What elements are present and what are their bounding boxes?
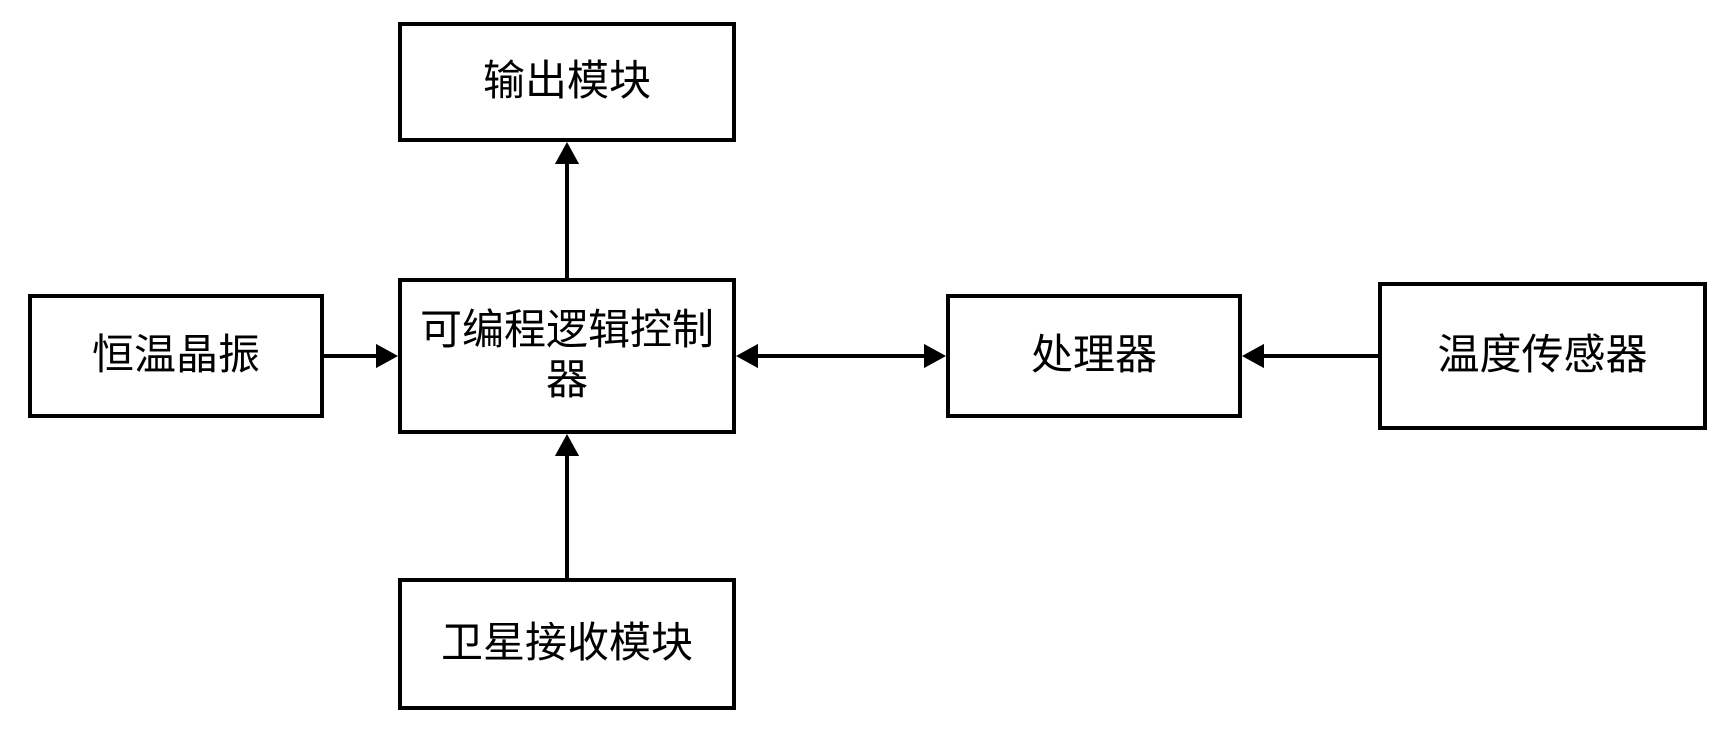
node-plc-label: 可编程逻辑控制器: [410, 306, 724, 407]
node-temp-sensor: 温度传感器: [1378, 282, 1707, 430]
node-processor: 处理器: [946, 294, 1242, 418]
node-output-label: 输出模块: [483, 57, 651, 107]
node-satellite: 卫星接收模块: [398, 578, 736, 710]
node-processor-label: 处理器: [1031, 331, 1157, 381]
node-ocxo-label: 恒温晶振: [92, 331, 260, 381]
node-output: 输出模块: [398, 22, 736, 142]
node-plc: 可编程逻辑控制器: [398, 278, 736, 434]
node-ocxo: 恒温晶振: [28, 294, 324, 418]
node-temp-sensor-label: 温度传感器: [1437, 331, 1647, 381]
node-satellite-label: 卫星接收模块: [441, 619, 693, 669]
